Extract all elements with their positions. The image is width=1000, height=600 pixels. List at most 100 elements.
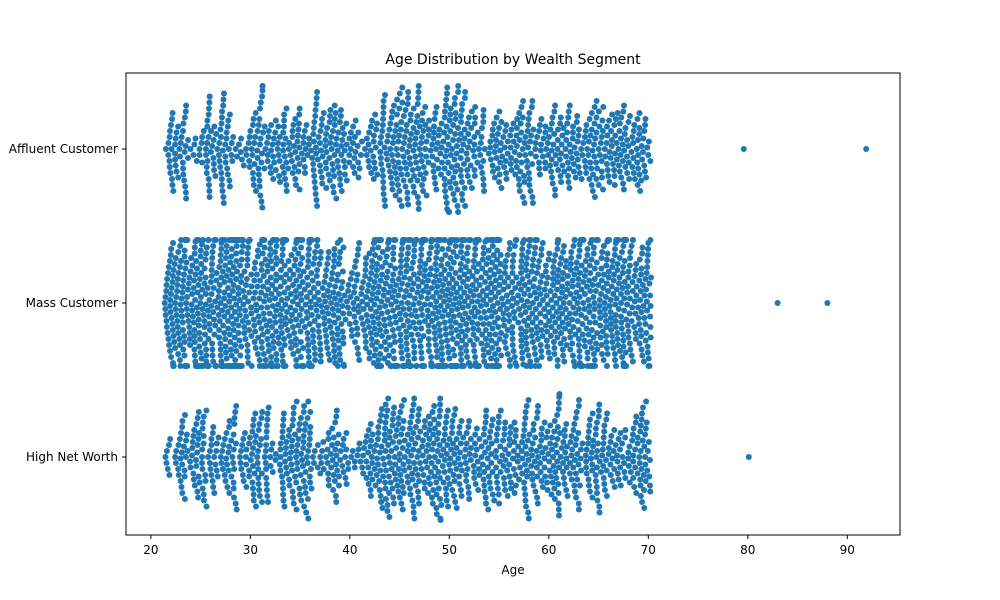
data-point: [331, 152, 338, 158]
data-point: [269, 303, 276, 309]
data-point: [434, 354, 441, 360]
data-point: [295, 126, 302, 133]
data-point: [425, 490, 432, 496]
data-point: [432, 304, 439, 311]
data-point: [630, 170, 637, 176]
data-point: [501, 481, 508, 487]
data-point: [225, 117, 232, 124]
data-point: [481, 469, 488, 475]
data-point: [561, 336, 568, 342]
data-point: [552, 192, 559, 199]
data-point: [308, 466, 314, 472]
data-point: [647, 334, 654, 341]
data-point: [632, 267, 639, 273]
data-point: [197, 294, 204, 300]
data-point: [462, 203, 469, 209]
data-point: [416, 123, 423, 130]
data-point: [225, 146, 232, 152]
data-point: [362, 267, 369, 273]
data-point: [369, 117, 375, 124]
data-point: [378, 161, 385, 167]
data-point: [391, 288, 398, 294]
data-point: [493, 464, 500, 471]
data-point: [409, 286, 416, 293]
data-point: [607, 315, 614, 321]
data-point: [323, 304, 330, 311]
data-point: [419, 452, 426, 459]
data-point: [322, 143, 329, 149]
data-point: [402, 312, 409, 318]
data-point: [223, 430, 230, 436]
data-point: [642, 122, 649, 128]
data-point: [437, 496, 443, 502]
data-point: [390, 256, 397, 263]
data-point: [419, 279, 426, 285]
data-point: [425, 442, 432, 448]
data-point: [573, 150, 580, 157]
data-point: [318, 174, 325, 181]
data-point: [596, 123, 603, 130]
data-point: [577, 446, 584, 453]
data-point: [204, 285, 211, 291]
data-point: [176, 436, 183, 442]
data-point: [600, 440, 607, 447]
data-point: [531, 276, 538, 282]
data-point: [620, 264, 627, 270]
data-point: [416, 319, 423, 326]
data-point: [547, 333, 554, 339]
data-point: [175, 442, 182, 448]
data-point: [274, 146, 281, 152]
data-point: [243, 461, 250, 468]
data-point: [262, 146, 269, 152]
data-point: [497, 140, 504, 146]
data-point: [603, 345, 610, 351]
data-point: [378, 499, 385, 505]
data-point: [521, 200, 528, 206]
data-point: [425, 322, 432, 329]
data-point: [493, 155, 500, 161]
data-point: [358, 291, 365, 297]
data-point: [563, 258, 569, 264]
data-point: [162, 294, 169, 300]
data-point: [282, 445, 289, 451]
data-point: [463, 321, 470, 327]
data-point: [248, 146, 255, 152]
data-point: [478, 303, 484, 309]
data-point: [196, 343, 203, 350]
data-point: [504, 150, 511, 157]
data-point: [439, 357, 446, 363]
data-point: [511, 439, 518, 445]
data-point: [507, 363, 513, 369]
data-point: [310, 131, 317, 137]
data-point: [597, 334, 604, 341]
data-point: [558, 255, 565, 261]
data-point: [213, 448, 220, 454]
data-point: [575, 430, 582, 436]
data-point: [389, 180, 396, 187]
data-point: [431, 416, 438, 423]
data-point: [317, 358, 324, 365]
data-point: [331, 173, 338, 179]
data-point: [273, 277, 280, 284]
data-point: [183, 300, 190, 306]
data-point: [506, 473, 513, 480]
data-point: [633, 146, 640, 152]
data-point: [203, 503, 210, 510]
data-point: [591, 194, 598, 200]
data-point: [490, 168, 496, 175]
data-point: [615, 476, 622, 483]
data-point: [211, 123, 218, 130]
data-point: [380, 191, 387, 197]
data-point: [396, 451, 403, 457]
data-point: [333, 499, 340, 505]
data-point: [365, 427, 372, 433]
data-point: [531, 250, 538, 257]
data-point: [327, 140, 334, 146]
data-point: [521, 421, 528, 427]
data-point: [220, 322, 227, 329]
data-point: [454, 237, 461, 243]
data-point: [410, 430, 417, 436]
data-point: [354, 331, 361, 338]
data-point: [343, 120, 350, 127]
data-point: [300, 268, 307, 275]
